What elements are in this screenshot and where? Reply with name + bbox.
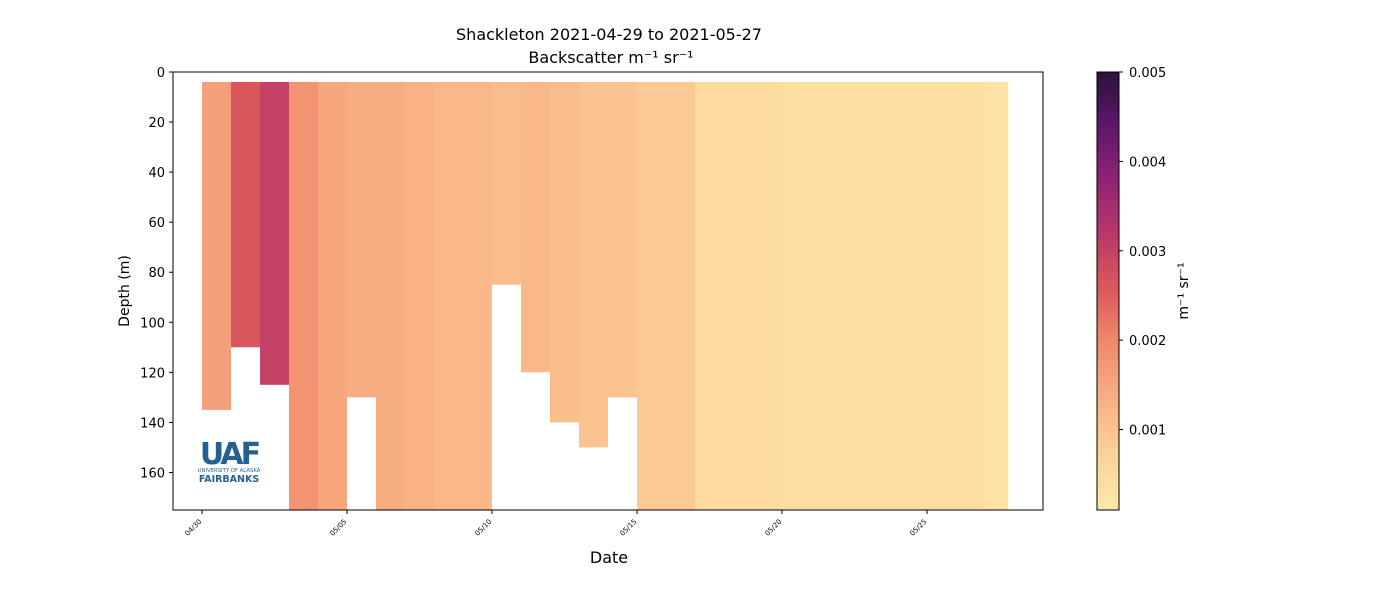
x-tick-label: 05/20 [763, 518, 783, 538]
colorbar-ticks: 0.001 0.002 0.003 0.004 0.005 [1119, 66, 1166, 439]
colorbar-tick-label: 0.001 [1129, 424, 1166, 439]
heatmap-column [579, 82, 608, 448]
heatmap-column [521, 82, 550, 373]
plot-frame [172, 71, 1044, 511]
colorbar: 0.001 0.002 0.003 0.004 0.005 [1096, 66, 1166, 511]
y-tick-label: 0 [157, 66, 165, 81]
heatmap-column [434, 82, 463, 510]
x-axis-ticks: 04/30 05/05 05/10 05/15 05/20 05/25 [183, 510, 928, 538]
y-tick-label: 60 [148, 216, 165, 231]
x-axis-label: Date [590, 548, 628, 567]
heatmap-column [492, 82, 521, 285]
y-axis-ticks: 0 20 40 60 80 100 120 140 160 [140, 66, 173, 481]
colorbar-tick-label: 0.005 [1129, 66, 1166, 81]
heatmap-column [405, 82, 434, 510]
heatmap-column [202, 82, 231, 410]
heatmap-column [985, 82, 1009, 510]
x-tick-label: 05/05 [328, 518, 348, 538]
x-tick-label: 04/30 [183, 518, 203, 538]
colorbar-tick-label: 0.003 [1129, 245, 1166, 260]
heatmap-column [231, 82, 260, 348]
heatmap-column [869, 82, 927, 510]
y-tick-label: 100 [140, 316, 165, 331]
heatmap-column [782, 82, 869, 510]
y-tick-label: 20 [148, 116, 165, 131]
uaf-logo: UAF UNIVERSITY OF ALASKA FAIRBANKS [198, 437, 262, 484]
colorbar-label: m⁻¹ sr⁻¹ [1176, 262, 1192, 319]
logo-mark: UAF [200, 437, 259, 472]
x-tick-label: 05/10 [473, 518, 493, 538]
y-tick-label: 40 [148, 166, 165, 181]
plot-area: 04/30 05/05 05/10 05/15 05/20 05/25 0 20 40 60 80… [140, 66, 1044, 538]
heatmap-column [289, 82, 318, 510]
heatmap-column [927, 82, 985, 510]
y-tick-label: 120 [140, 366, 165, 381]
logo-line2: FAIRBANKS [199, 474, 260, 484]
colorbar-tick-label: 0.002 [1129, 334, 1166, 349]
colorbar-tick-label: 0.004 [1129, 155, 1166, 170]
x-tick-label: 05/25 [908, 518, 928, 538]
heatmap-column [637, 82, 695, 510]
logo-line1: UNIVERSITY OF ALASKA [198, 468, 261, 474]
x-tick-label: 05/15 [618, 518, 638, 538]
heatmap-column [376, 82, 405, 510]
heatmap-column [463, 82, 492, 510]
colorbar-gradient [1096, 71, 1120, 511]
heatmap-column [695, 82, 782, 510]
heatmap-column [608, 82, 637, 398]
heatmap-column [318, 82, 347, 510]
heatmap-column [550, 82, 579, 423]
chart-title: Shackleton 2021-04-29 to 2021-05-27 [456, 25, 762, 44]
heatmap-column [347, 82, 376, 398]
y-axis-label: Depth (m) [117, 255, 133, 327]
y-tick-label: 160 [140, 466, 165, 481]
chart-subtitle: Backscatter m⁻¹ sr⁻¹ [528, 48, 693, 67]
y-tick-label: 140 [140, 416, 165, 431]
heatmap-cells [202, 82, 1009, 510]
y-tick-label: 80 [148, 266, 165, 281]
heatmap-column [260, 82, 289, 385]
